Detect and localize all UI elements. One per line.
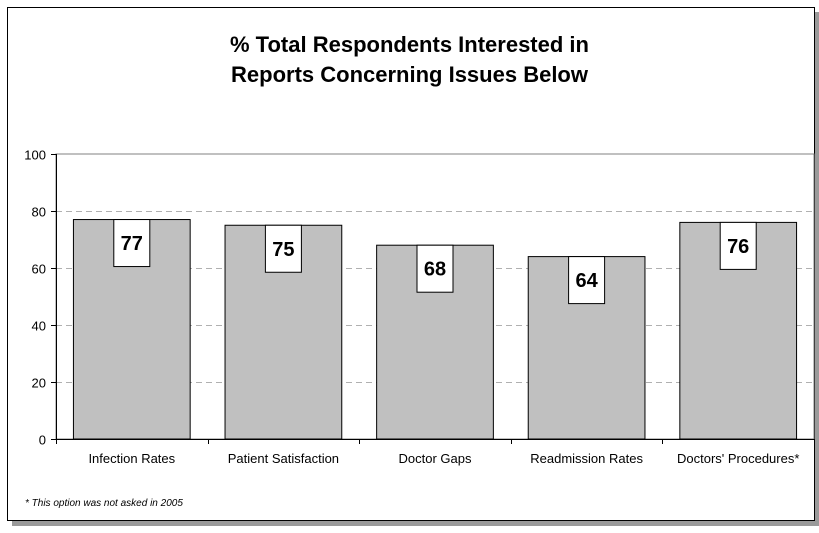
frame-shadow-bottom xyxy=(12,521,819,526)
y-tick-label-80: 80 xyxy=(32,205,46,220)
footnote: * This option was not asked in 2005 xyxy=(25,498,183,509)
data-label-2: 68 xyxy=(424,259,446,281)
frame-shadow-right xyxy=(815,12,819,526)
chart-title-line-2: Reports Concerning Issues Below xyxy=(231,62,588,87)
x-category-label-2: Doctor Gaps xyxy=(399,451,472,466)
y-tick-label-60: 60 xyxy=(32,262,46,277)
x-category-label-4: Doctors' Procedures* xyxy=(677,451,799,466)
axes xyxy=(51,154,815,444)
data-label-1: 75 xyxy=(272,239,294,261)
x-category-label-1: Patient Satisfaction xyxy=(228,451,339,466)
x-category-label-0: Infection Rates xyxy=(88,451,175,466)
y-tick-label-100: 100 xyxy=(24,148,46,163)
data-label-4: 76 xyxy=(727,236,749,258)
x-category-label-3: Readmission Rates xyxy=(530,451,643,466)
x-category-labels: Infection Rates Patient Satisfaction Docto… xyxy=(88,451,799,466)
data-labels: 77 75 68 64 76 xyxy=(113,219,757,305)
y-tick-label-20: 20 xyxy=(32,376,46,391)
y-tick-labels: 0 20 40 60 80 100 xyxy=(24,148,46,448)
data-label-box-0 xyxy=(113,219,151,268)
data-label-0: 77 xyxy=(121,233,143,255)
y-tick-label-0: 0 xyxy=(39,433,46,448)
data-label-box-4 xyxy=(719,221,757,270)
y-tick-label-40: 40 xyxy=(32,319,46,334)
data-label-box-1 xyxy=(264,224,302,273)
chart-title-line-1: % Total Respondents Interested in xyxy=(230,32,589,57)
chart-title: % Total Respondents Interested in Report… xyxy=(0,30,819,90)
data-label-box-2 xyxy=(416,244,454,293)
bars xyxy=(72,219,798,440)
bar-1 xyxy=(224,224,343,440)
data-label-box-3 xyxy=(568,256,606,305)
data-label-3: 64 xyxy=(575,270,598,292)
